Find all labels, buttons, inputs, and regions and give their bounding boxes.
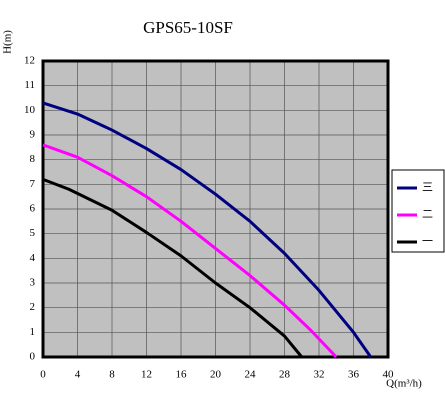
y-tick-label: 8: [30, 153, 36, 165]
y-tick-label: 9: [30, 129, 36, 141]
chart-title: GPS65-10SF: [143, 18, 233, 37]
x-tick-label: 32: [314, 369, 325, 381]
y-tick-label: 3: [30, 277, 36, 289]
y-tick-label: 4: [30, 252, 36, 264]
y-tick-label: 10: [24, 104, 36, 116]
x-tick-label: 8: [109, 369, 115, 381]
x-tick-label: 4: [75, 369, 81, 381]
x-tick-label: 20: [210, 369, 222, 381]
series-line: [42, 177, 303, 358]
y-tick-label: 12: [24, 55, 35, 67]
x-tick-label: 28: [279, 369, 291, 381]
series-line: [42, 101, 372, 358]
y-tick-label: 1: [30, 326, 36, 338]
x-tick-label: 36: [348, 369, 360, 381]
y-tick-label: 2: [30, 301, 36, 313]
x-tick-label: 24: [245, 369, 257, 381]
x-tick-label: 16: [176, 369, 188, 381]
x-tick-label: 12: [141, 369, 152, 381]
plot-border: [41, 59, 390, 359]
y-tick-label: 7: [30, 178, 36, 190]
legend-label: 一: [422, 236, 433, 248]
legend-label: 三: [422, 182, 433, 194]
y-tick-label: 11: [24, 79, 35, 91]
series-line: [42, 143, 338, 359]
x-axis-label: Q(m³/h): [386, 378, 422, 390]
y-tick-label: 0: [30, 351, 36, 363]
y-tick-label: 5: [30, 227, 36, 239]
y-tick-label: 6: [30, 203, 36, 215]
legend-label: 二: [422, 209, 433, 221]
y-axis-label: H(m): [2, 30, 14, 54]
legend-box: [391, 169, 445, 253]
x-tick-label: 0: [40, 369, 46, 381]
x-tick-label: 40: [383, 369, 395, 381]
